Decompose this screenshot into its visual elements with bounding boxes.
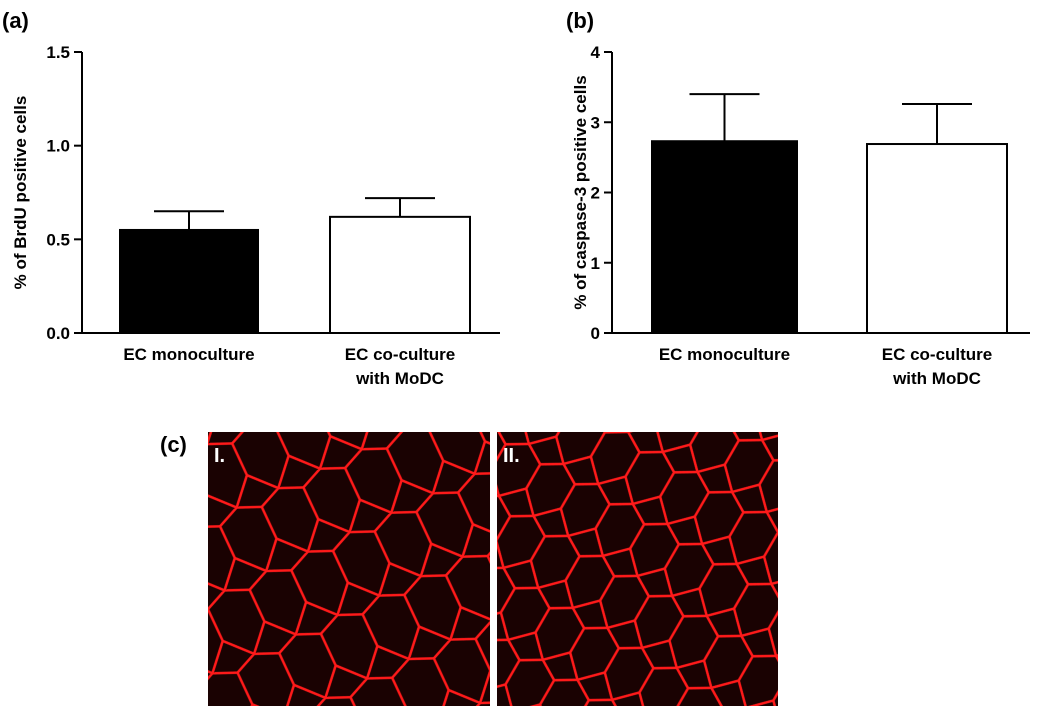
y-tick-label: 1 — [591, 254, 600, 273]
bar — [119, 228, 259, 334]
x-tick-label: EC monoculture — [123, 345, 255, 364]
y-tick-label: 0.5 — [46, 230, 70, 249]
x-tick-label: EC monoculture — [658, 345, 791, 364]
y-tick-label: 1.0 — [46, 137, 70, 156]
bar — [866, 143, 1008, 334]
y-tick-label: 2 — [591, 184, 600, 203]
image-label: I. — [214, 445, 225, 467]
bar — [329, 215, 471, 334]
y-tick-label: 4 — [591, 43, 601, 62]
y-axis-label: % of BrdU positive cells — [11, 96, 30, 290]
x-tick-label: EC co-culture with MoDC — [344, 345, 456, 388]
panel-label: (b) — [566, 8, 594, 33]
micrograph — [497, 432, 778, 706]
y-axis-label: % of caspase-3 positive cells — [571, 75, 590, 309]
micrograph — [208, 432, 490, 706]
y-tick-label: 0.0 — [46, 324, 70, 343]
y-tick-label: 0 — [591, 324, 600, 343]
x-tick-label: EC co-culture with MoDC — [881, 345, 993, 388]
panel-label: (a) — [2, 8, 29, 33]
bar — [651, 140, 798, 334]
y-tick-label: 3 — [591, 113, 600, 132]
panel-label: (c) — [160, 432, 187, 457]
image-label: II. — [503, 445, 520, 467]
y-tick-label: 1.5 — [46, 43, 70, 62]
